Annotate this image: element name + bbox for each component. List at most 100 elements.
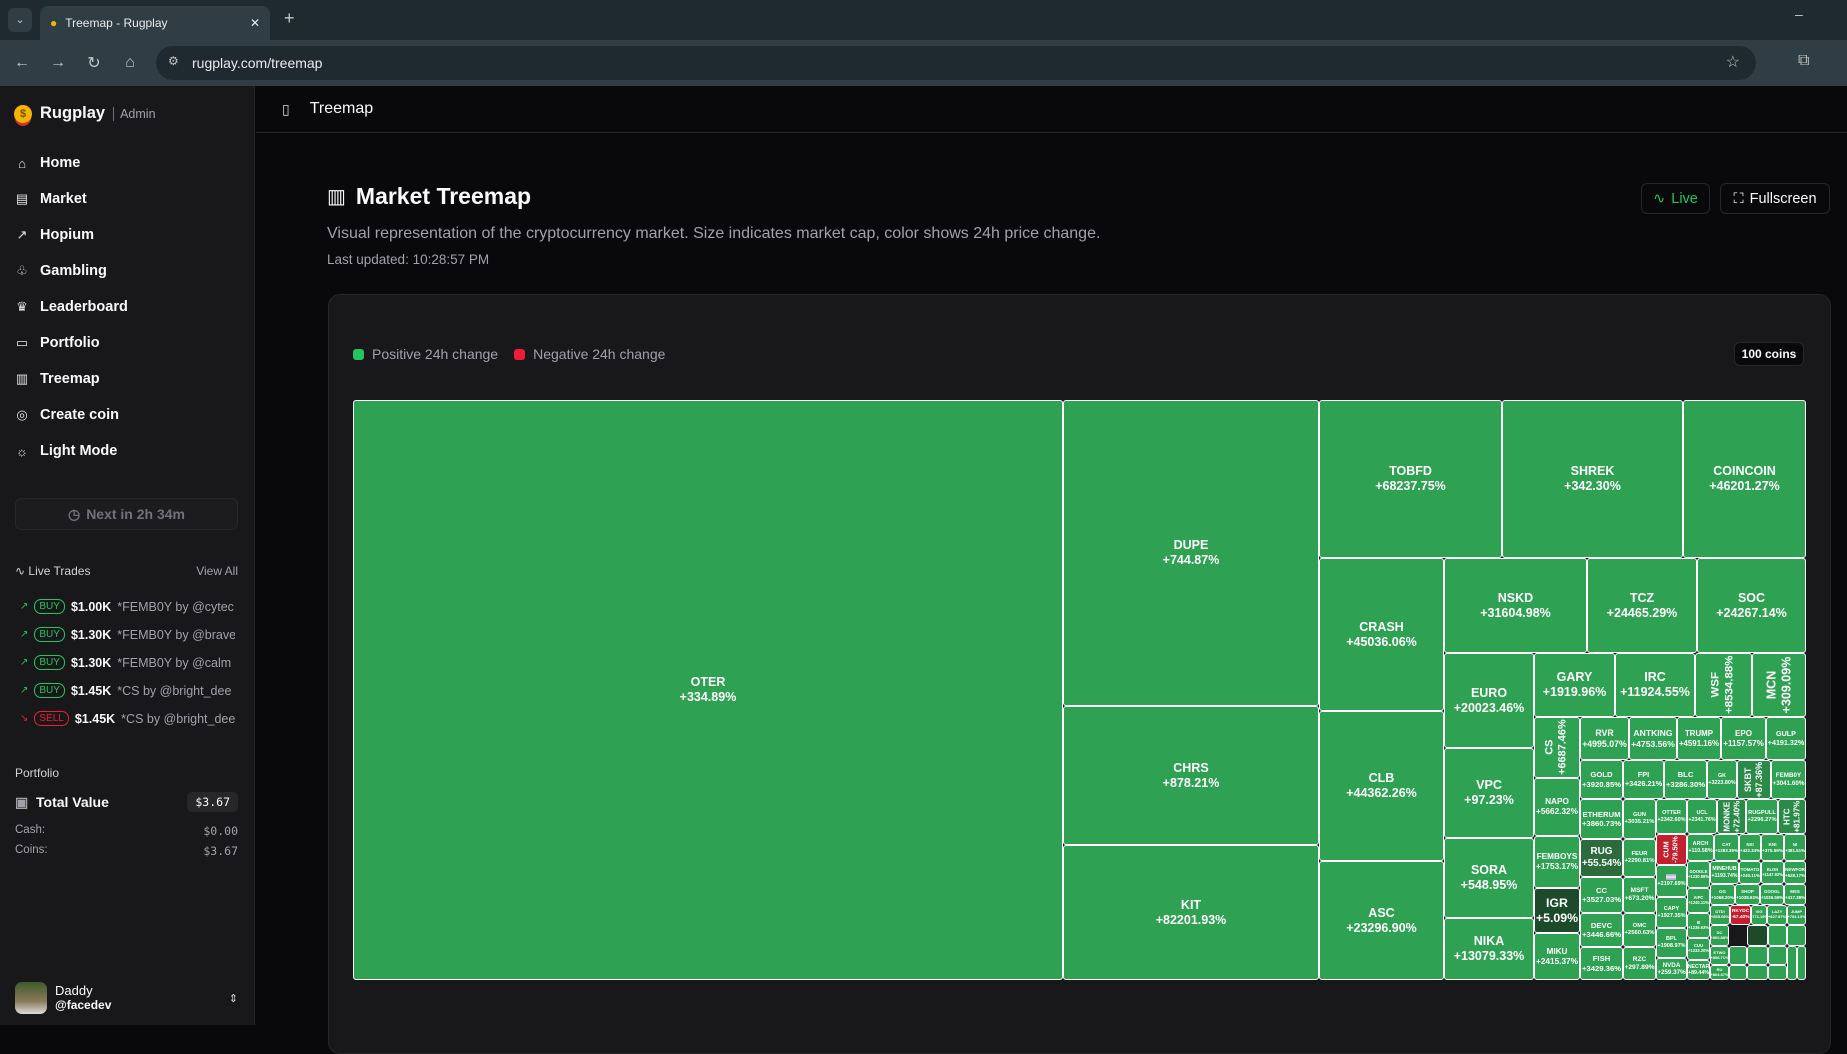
- treemap-cell-rkydc[interactable]: RKYDC -67.40%: [1730, 905, 1751, 925]
- treemap-cell-omc[interactable]: OMC +2560.63%: [1623, 913, 1656, 947]
- treemap-cell-etwo[interactable]: ETWO +898.71%: [1710, 946, 1729, 965]
- home-browser-icon[interactable]: ⌂: [125, 54, 135, 71]
- treemap-cell-shrek[interactable]: SHREK +342.30%: [1502, 400, 1683, 558]
- treemap-cell-femb0y[interactable]: FEMB0Y +3041.60%: [1771, 760, 1806, 799]
- treemap-cell-cum[interactable]: CUM -79.50%: [1656, 834, 1687, 865]
- extensions-icon[interactable]: ⧉: [1798, 52, 1810, 69]
- treemap-cell-cc[interactable]: CC +3527.03%: [1580, 877, 1623, 913]
- treemap-cell-iii[interactable]: III +1236.63%: [1687, 913, 1710, 938]
- treemap-cell-newfor[interactable]: NEWFOR +528.17%: [1784, 861, 1806, 884]
- treemap-cell-gun[interactable]: GUN +3035.21%: [1623, 799, 1656, 839]
- treemap-cell-flag[interactable]: +2197.69%: [1656, 865, 1687, 897]
- fullscreen-button[interactable]: ⛶ Fullscreen: [1720, 183, 1830, 214]
- treemap-cell-small[interactable]: [1768, 925, 1787, 946]
- forward-icon[interactable]: →: [50, 54, 66, 71]
- treemap-cell-nskd[interactable]: NSKD +31604.98%: [1444, 558, 1587, 653]
- trade-row[interactable]: ↗ BUY $1.00K *FEMB0Y by @cytec: [20, 599, 235, 614]
- treemap-cell-aipc[interactable]: AIPC +1240.11%: [1687, 888, 1710, 913]
- treemap-cell-small[interactable]: [1747, 925, 1768, 946]
- sidebar-item-home[interactable]: ⌂ Home: [14, 155, 80, 171]
- treemap-cell-jump[interactable]: JUMP +794.13%: [1787, 905, 1806, 925]
- treemap-cell-cat[interactable]: CAT +1283.39%: [1714, 834, 1739, 861]
- treemap-cell-blc[interactable]: BLC +3286.30%: [1664, 760, 1707, 799]
- treemap-cell-nectar[interactable]: NECTAR +89.44%: [1687, 960, 1710, 980]
- sidebar-item-leaderboard[interactable]: ♛ Leaderboard: [14, 299, 128, 315]
- treemap-cell-gold[interactable]: GOLD +3920.85%: [1580, 760, 1623, 799]
- reload-icon[interactable]: ↻: [87, 55, 101, 72]
- treemap-cell-capy[interactable]: CAPY +1927.35%: [1656, 897, 1687, 928]
- view-all-link[interactable]: View All: [196, 564, 238, 578]
- treemap-cell-gary[interactable]: GARY +1919.96%: [1534, 653, 1615, 717]
- sidebar-item-create-coin[interactable]: ◎ Create coin: [14, 407, 119, 423]
- treemap-cell-antking[interactable]: ANTKING +4753.56%: [1629, 717, 1677, 760]
- treemap-cell-htc[interactable]: HTC +81.97%: [1778, 799, 1806, 834]
- treemap-cell-asc[interactable]: ASC +23296.90%: [1319, 861, 1444, 980]
- treemap-cell-fish[interactable]: FISH +3429.36%: [1580, 947, 1623, 980]
- treemap-cell-wsf[interactable]: WSF +8534.88%: [1695, 653, 1752, 717]
- treemap-cell-irc[interactable]: IRC +11924.55%: [1615, 653, 1695, 717]
- treemap-cell-fpi[interactable]: FPI +3426.21%: [1623, 760, 1664, 799]
- trade-row[interactable]: ↗ BUY $1.45K *CS by @bright_dee: [20, 683, 235, 698]
- treemap-cell-skbt[interactable]: SKBT +87.36%: [1737, 760, 1771, 799]
- treemap-cell-dupe[interactable]: DUPE +744.87%: [1063, 400, 1319, 706]
- treemap-cell-nika[interactable]: NIKA +13079.33%: [1444, 918, 1534, 980]
- treemap-cell-vig[interactable]: VIG+771.19%: [1751, 905, 1767, 925]
- treemap-cell-coincoin[interactable]: COINCOIN +46201.27%: [1683, 400, 1806, 558]
- treemap-cell-gg[interactable]: GG +1068.20%: [1710, 884, 1735, 905]
- sidebar-toggle-icon[interactable]: ▯: [282, 100, 290, 117]
- treemap-cell-google[interactable]: GOOGLE +1230.89%: [1687, 861, 1710, 888]
- treemap-cell-igr[interactable]: IGR +5.09%: [1534, 888, 1580, 933]
- browser-tab[interactable]: ● Treemap - Rugplay ✕: [40, 6, 270, 40]
- treemap-cell-dtdi[interactable]: DTDI +855.08%: [1710, 905, 1730, 925]
- bookmark-star-icon[interactable]: ☆: [1725, 54, 1740, 71]
- treemap-cell-msft[interactable]: MSFT +673.20%: [1623, 877, 1656, 913]
- treemap-cell-small[interactable]: [1787, 925, 1806, 946]
- brand[interactable]: $ Rugplay Admin: [14, 104, 156, 123]
- treemap-cell-vpc[interactable]: VPC +97.23%: [1444, 748, 1534, 838]
- sidebar-item-portfolio[interactable]: ▭ Portfolio: [14, 335, 100, 351]
- treemap-cell-shop[interactable]: SHOP +1038.63%: [1735, 884, 1760, 905]
- treemap-cell-ni[interactable]: NI +381.51%: [1784, 834, 1806, 861]
- treemap-cell-small[interactable]: [1729, 965, 1747, 980]
- close-tab-icon[interactable]: ✕: [249, 16, 260, 30]
- sidebar-item-gambling[interactable]: ♧ Gambling: [14, 263, 107, 279]
- treemap-cell-rugpull[interactable]: RUGPULL +2296.27%: [1746, 799, 1778, 834]
- treemap-cell-soc[interactable]: SOC +24267.14%: [1697, 558, 1806, 653]
- treemap-cell-ru[interactable]: RU +804.37%: [1710, 965, 1729, 980]
- treemap-cell-nxi[interactable]: NXI +422.34%: [1739, 834, 1761, 861]
- user-menu[interactable]: Daddy @facedev ⇕: [15, 982, 238, 1014]
- address-bar[interactable]: ⚙ rugplay.com/treemap ☆: [156, 46, 1756, 80]
- treemap-cell-gulp[interactable]: GULP +4191.32%: [1766, 717, 1806, 760]
- treemap-cell-elon[interactable]: ELON +1147.92%: [1761, 861, 1784, 884]
- treemap-cell-googl[interactable]: GOOGL +1026.59%: [1760, 884, 1784, 905]
- treemap-cell-minehub[interactable]: MINEHUB +1193.74%: [1710, 861, 1739, 884]
- treemap-cell-mcn[interactable]: MCN +309.09%: [1752, 653, 1806, 717]
- treemap-cell-miku[interactable]: MIKU +2415.37%: [1534, 933, 1580, 980]
- trade-row[interactable]: ↘ SELL $1.45K *CS by @bright_dee: [20, 711, 235, 726]
- sidebar-item-hopium[interactable]: ↗ Hopium: [14, 227, 94, 243]
- treemap-cell-tobfd[interactable]: TOBFD +68237.75%: [1319, 400, 1502, 558]
- treemap-cell-crash[interactable]: CRASH +45036.06%: [1319, 558, 1444, 711]
- treemap-cell-trump[interactable]: TRUMP +4591.16%: [1677, 717, 1721, 760]
- new-tab-icon[interactable]: +: [284, 8, 295, 28]
- treemap-cell-kit[interactable]: KIT +82201.93%: [1063, 845, 1319, 980]
- treemap-cell-etherum[interactable]: ETHERUM +3860.73%: [1580, 799, 1623, 839]
- site-info-icon[interactable]: ⚙: [168, 54, 179, 68]
- trade-row[interactable]: ↗ BUY $1.30K *FEMB0Y by @brave: [20, 627, 235, 642]
- treemap-cell-rzc[interactable]: RZC +297.89%: [1623, 947, 1656, 980]
- treemap-cell-epo[interactable]: EPO +1157.57%: [1721, 717, 1766, 760]
- treemap-cell-mss[interactable]: MSS +417.38%: [1784, 884, 1806, 905]
- treemap-cell-oter[interactable]: OTER +334.89%: [353, 400, 1063, 980]
- treemap-cell-small[interactable]: [1768, 946, 1787, 965]
- treemap-cell-otter[interactable]: OTTER +2342.60%: [1656, 799, 1687, 834]
- total-value-row[interactable]: ▣ Total Value $3.67: [15, 792, 238, 812]
- treemap-cell-feur[interactable]: FEUR +2290.81%: [1623, 839, 1656, 877]
- treemap-cell-nvda[interactable]: NVDA +259.37%: [1656, 958, 1687, 980]
- next-reward-button[interactable]: ◷ Next in 2h 34m: [15, 498, 238, 530]
- back-icon[interactable]: ←: [14, 54, 30, 71]
- tab-list-chevron-icon[interactable]: ⌄: [8, 8, 32, 32]
- treemap-cell-chrs[interactable]: CHRS +878.21%: [1063, 706, 1319, 845]
- minimize-icon[interactable]: –: [1795, 6, 1803, 22]
- live-button[interactable]: ∿ Live: [1641, 183, 1710, 214]
- sidebar-item-treemap[interactable]: ▥ Treemap: [14, 371, 100, 387]
